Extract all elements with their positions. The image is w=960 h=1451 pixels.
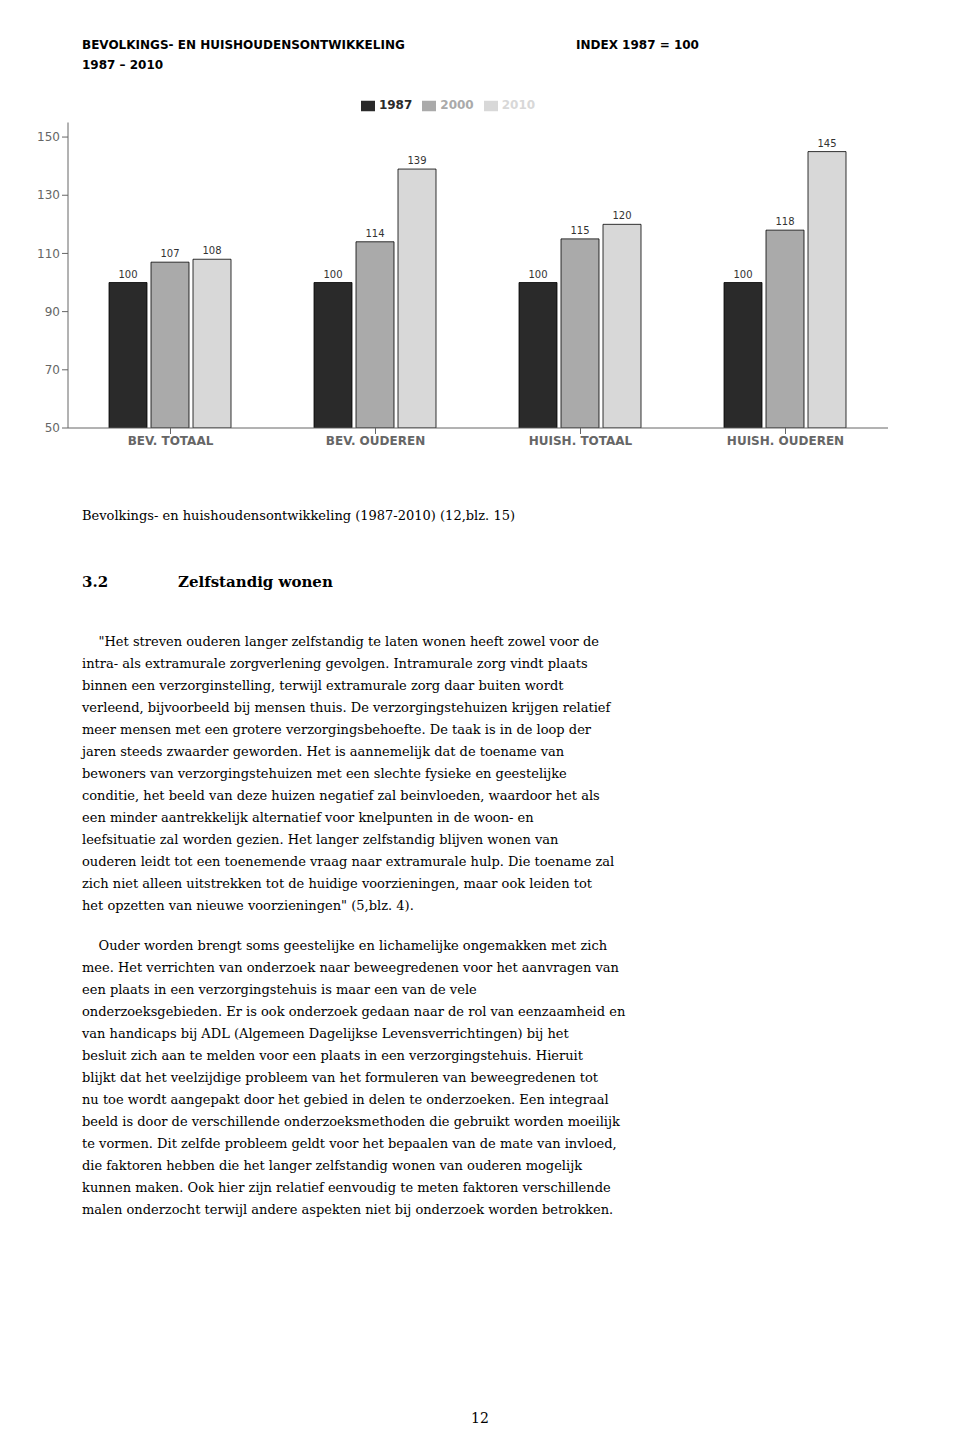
- svg-text:115: 115: [570, 225, 589, 236]
- html-text:onderzoeksgebieden. Er is ook: onderzoeksgebieden. Er is ook onderzoek …: [82, 1004, 626, 1019]
- svg-text:50: 50: [45, 421, 60, 435]
- svg-text:150: 150: [37, 130, 60, 144]
- html-text:die faktoren hebben die het la: die faktoren hebben die het langer zelfs…: [82, 1158, 583, 1173]
- html-text:van handicaps bij ADL (Algemee: van handicaps bij ADL (Algemeen Dagelijk…: [82, 1026, 569, 1041]
- html-text:"Het streven ouderen langer ze: "Het streven ouderen langer zelfstandig …: [82, 634, 599, 649]
- html-text:conditie, het beeld van deze h: conditie, het beeld van deze huizen nega…: [82, 788, 600, 803]
- html-text:Ouder worden brengt soms geest: Ouder worden brengt soms geestelijke en …: [82, 938, 608, 953]
- html-text:INDEX 1987 = 100: INDEX 1987 = 100: [576, 38, 699, 52]
- html-text:zich niet alleen uitstrekken t: zich niet alleen uitstrekken tot de huid…: [82, 876, 592, 891]
- html-text:Bevolkings- en huishoudensontw: Bevolkings- en huishoudensontwikkeling (…: [82, 508, 515, 523]
- html-text:een plaats in een verzorgingst: een plaats in een verzorgingstehuis is m…: [82, 982, 477, 997]
- html-text:kunnen maken. Ook hier zijn re: kunnen maken. Ook hier zijn relatief een…: [82, 1180, 611, 1195]
- html-text:beeld is door de verschillende: beeld is door de verschillende onderzoek…: [82, 1114, 620, 1129]
- svg-text:HUISH. TOTAAL: HUISH. TOTAAL: [529, 434, 633, 448]
- svg-text:100: 100: [733, 269, 752, 280]
- html-text:3.2: 3.2: [82, 573, 109, 591]
- html-text:het opzetten van nieuwe voorzi: het opzetten van nieuwe voorzieningen" (…: [82, 898, 414, 913]
- html-text:meer mensen met een grotere ve: meer mensen met een grotere verzorgingsb…: [82, 722, 592, 737]
- html-text:2000: 2000: [440, 98, 474, 112]
- svg-text:HUISH. OUDEREN: HUISH. OUDEREN: [727, 434, 844, 448]
- svg-text:100: 100: [118, 269, 137, 280]
- html-text:12: 12: [471, 1410, 489, 1426]
- svg-text:100: 100: [323, 269, 342, 280]
- svg-text:108: 108: [202, 245, 221, 256]
- html-text:binnen een verzorginstelling,: binnen een verzorginstelling, terwijl ex…: [82, 678, 564, 693]
- html-text:bewoners van verzorgingstehuiz: bewoners van verzorgingstehuizen met een…: [82, 766, 567, 781]
- html-text:ouderen leidt tot een toenemen: ouderen leidt tot een toenemende vraag n…: [82, 854, 615, 869]
- svg-text:130: 130: [37, 188, 60, 202]
- svg-text:118: 118: [775, 216, 794, 227]
- svg-text:107: 107: [160, 248, 179, 259]
- html-text:1987 – 2010: 1987 – 2010: [82, 58, 164, 72]
- html-text:leefsituatie zal worden gezien: leefsituatie zal worden gezien. Het lang…: [82, 832, 559, 847]
- svg-text:110: 110: [37, 247, 60, 261]
- svg-text:145: 145: [817, 138, 836, 149]
- html-text:malen onderzocht terwijl ander: malen onderzocht terwijl andere aspekten…: [82, 1202, 614, 1217]
- svg-text:114: 114: [365, 228, 384, 239]
- html-text:mee. Het verrichten van onderz: mee. Het verrichten van onderzoek naar b…: [82, 960, 619, 975]
- html-text:besluit zich aan te melden voo: besluit zich aan te melden voor een plaa…: [82, 1048, 583, 1063]
- svg-text:120: 120: [612, 210, 631, 221]
- svg-text:BEV. TOTAAL: BEV. TOTAAL: [128, 434, 214, 448]
- svg-text:90: 90: [45, 305, 60, 319]
- html-text:intra- als extramurale zorgver: intra- als extramurale zorgverlening gev…: [82, 656, 588, 671]
- html-text:verleend, bijvoorbeeld bij men: verleend, bijvoorbeeld bij mensen thuis.…: [82, 700, 611, 715]
- svg-text:BEV. OUDEREN: BEV. OUDEREN: [326, 434, 425, 448]
- html-text:te vormen. Dit zelfde probleem: te vormen. Dit zelfde probleem geldt voo…: [82, 1136, 617, 1151]
- html-text:jaren steeds zwaarder geworden: jaren steeds zwaarder geworden. Het is a…: [82, 744, 565, 759]
- svg-text:139: 139: [407, 155, 426, 166]
- html-text:2010: 2010: [501, 98, 536, 112]
- html-text:nu toe wordt aangepakt door he: nu toe wordt aangepakt door het gebied i…: [82, 1092, 609, 1107]
- html-text:BEVOLKINGS- EN HUISHOUDENSONTW: BEVOLKINGS- EN HUISHOUDENSONTWIKKELING: [82, 38, 405, 52]
- svg-text:100: 100: [528, 269, 547, 280]
- svg-text:70: 70: [45, 363, 60, 377]
- html-text:Zelfstandig wonen: Zelfstandig wonen: [178, 573, 333, 591]
- html-text:1987: 1987: [378, 98, 413, 112]
- html-text:blijkt dat het veelzijdige pro: blijkt dat het veelzijdige probleem van …: [82, 1070, 599, 1085]
- html-text:een minder aantrekkelijk alter: een minder aantrekkelijk alternatief voo…: [82, 810, 534, 825]
